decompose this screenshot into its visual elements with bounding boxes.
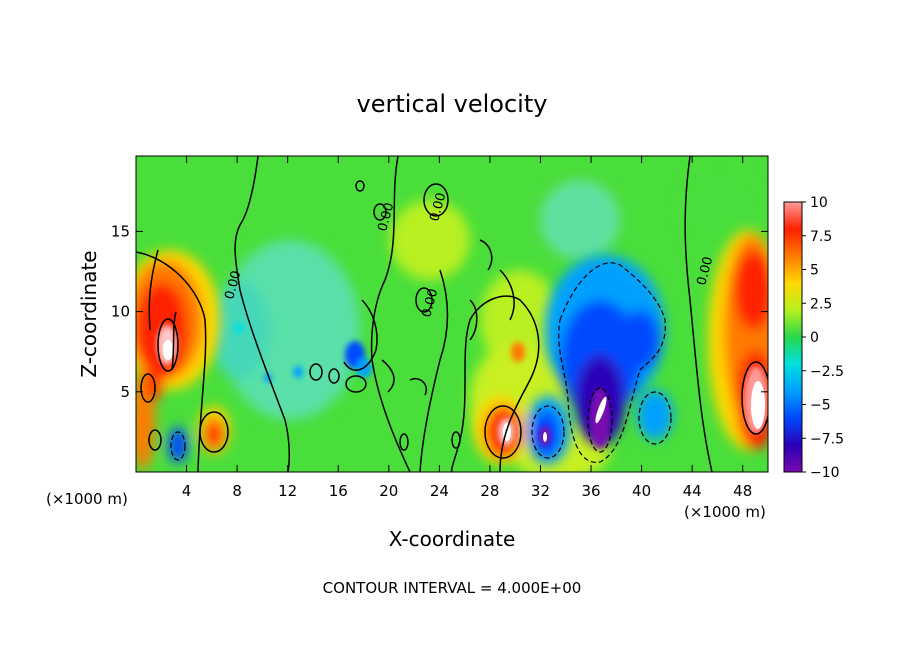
- x-tick-label: 48: [733, 482, 752, 500]
- x-tick-label: 20: [379, 482, 398, 500]
- colorbar-tick-label: −7.5: [810, 431, 844, 447]
- colorbar-tick-label: 7.5: [810, 229, 832, 245]
- x-axis-title: X-coordinate: [389, 527, 516, 551]
- colorbar-tick-label: 10: [810, 195, 828, 211]
- colorbar-tick-label: −5: [810, 398, 831, 414]
- x-tick-label: 28: [480, 482, 499, 500]
- x-unit-label-right: (×1000 m): [684, 503, 766, 521]
- colorbar-tick-label: −2.5: [810, 364, 844, 380]
- contour-label: 0.00: [222, 269, 244, 301]
- contour-label: 0.00: [419, 287, 441, 319]
- colorbar-tick-label: −10: [810, 465, 840, 481]
- x-tick-label: 32: [531, 482, 550, 500]
- x-tick-label: 44: [683, 482, 702, 500]
- x-tick-label: 12: [278, 482, 297, 500]
- x-tick-label: 8: [232, 482, 242, 500]
- colorbar-tick-label: 5: [810, 263, 819, 279]
- y-tick-label: 5: [120, 383, 130, 401]
- contour-labels: 0.00 0.00 0.00 0.00 0.00: [222, 191, 716, 319]
- colorbar: [783, 201, 803, 473]
- plot-frame: [135, 155, 769, 473]
- contour-label: 0.00: [694, 255, 716, 287]
- x-tick-label: 24: [430, 482, 449, 500]
- contour-lines: [136, 156, 768, 472]
- y-axis-title: Z-coordinate: [77, 250, 101, 377]
- colorbar-ticks: 10 7.5 5 2.5 0 −2.5 −5 −7.5 −10: [802, 195, 844, 481]
- contour-label: 0.00: [427, 191, 449, 223]
- x-unit-label-left: (×1000 m): [46, 490, 128, 508]
- negative-contours: [170, 262, 672, 463]
- contour-label: 0.00: [375, 201, 397, 233]
- x-tick-label: 40: [632, 482, 651, 500]
- x-tick-label: 36: [581, 482, 600, 500]
- y-axis: 5 10 15: [111, 222, 768, 401]
- contour-interval-note: CONTOUR INTERVAL = 4.000E+00: [323, 579, 582, 597]
- x-tick-label: 16: [329, 482, 348, 500]
- heatmap-field: [136, 156, 768, 472]
- y-tick-label: 10: [111, 303, 130, 321]
- colorbar-tick-label: 0: [810, 330, 819, 346]
- colorbar-tick-label: 2.5: [810, 296, 832, 312]
- chart-title: vertical velocity: [357, 90, 548, 118]
- x-axis: 4 8 12 16 20 24 28 32 36 40 44 48: [182, 156, 752, 500]
- x-tick-label: 4: [182, 482, 192, 500]
- y-tick-label: 15: [111, 222, 130, 240]
